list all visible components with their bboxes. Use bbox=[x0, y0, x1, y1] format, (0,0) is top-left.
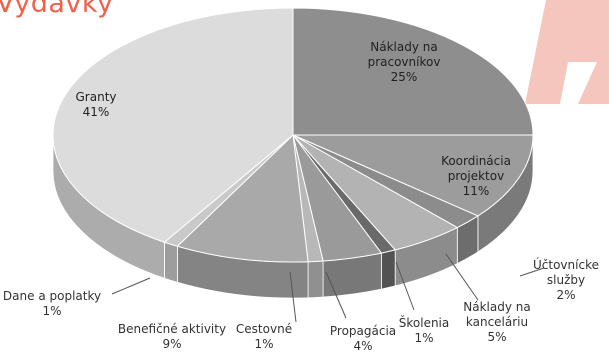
pie-side-8 bbox=[164, 241, 178, 283]
data-label-8: Dane a poplatky 1% bbox=[3, 289, 101, 319]
pie-slice-9 bbox=[52, 7, 294, 243]
data-label-9: Granty 41% bbox=[76, 90, 117, 120]
data-label-value-6: 1% bbox=[254, 337, 274, 351]
pie-sides bbox=[52, 134, 534, 299]
pie-side-6 bbox=[307, 260, 324, 299]
data-label-name-2: Účtovnícke služby bbox=[533, 258, 599, 287]
data-label-value-1: 11% bbox=[462, 184, 490, 198]
data-label-5: Propagácia 4% bbox=[330, 324, 396, 354]
leader-line-5 bbox=[325, 271, 347, 319]
data-label-value-4: 1% bbox=[414, 331, 434, 345]
data-label-value-3: 5% bbox=[487, 330, 507, 344]
leader-line-8 bbox=[111, 277, 151, 295]
leader-line-4 bbox=[395, 261, 415, 311]
data-label-value-7: 9% bbox=[162, 337, 182, 351]
data-label-name-7: Benefičné aktivity bbox=[117, 322, 227, 336]
data-label-6: Cestovné 1% bbox=[236, 322, 292, 352]
pie-tops bbox=[52, 7, 534, 263]
data-label-7: Benefičné aktivity 9% bbox=[118, 322, 226, 352]
data-label-value-9: 41% bbox=[82, 105, 110, 119]
leader-line-3 bbox=[445, 253, 479, 301]
data-label-2: Účtovnícke služby 2% bbox=[533, 258, 599, 303]
watermark-logo bbox=[525, 0, 609, 104]
data-label-name-6: Cestovné bbox=[235, 322, 293, 336]
pie-slice-1 bbox=[292, 134, 534, 217]
data-label-value-5: 4% bbox=[353, 339, 373, 353]
data-label-name-8: Dane a poplatky bbox=[2, 289, 102, 303]
pie-slice-7 bbox=[176, 133, 309, 263]
leader-lines bbox=[111, 253, 545, 323]
data-label-3: Náklady na kanceláriu 5% bbox=[463, 300, 530, 345]
leader-line-6 bbox=[289, 271, 297, 323]
data-label-name-5: Propagácia bbox=[329, 324, 397, 338]
data-label-1: Koordinácia projektov 11% bbox=[441, 154, 511, 199]
page-title: Výdavky bbox=[0, 0, 114, 19]
data-label-name-4: Školenia bbox=[398, 316, 450, 330]
data-label-name-3: Náklady na kanceláriu bbox=[463, 300, 531, 329]
data-label-4: Školenia 1% bbox=[399, 316, 450, 346]
data-label-value-2: 2% bbox=[556, 288, 576, 302]
data-label-name-0: Náklady na pracovníkov bbox=[367, 40, 441, 69]
watermark-stroke bbox=[525, 0, 609, 104]
data-label-value-8: 1% bbox=[42, 304, 62, 318]
data-label-0: Náklady na pracovníkov 25% bbox=[368, 40, 441, 85]
data-label-name-9: Granty bbox=[75, 90, 117, 104]
pie-side-4 bbox=[380, 249, 396, 290]
data-label-name-1: Koordinácia projektov bbox=[441, 154, 511, 183]
leader-line-2 bbox=[519, 267, 545, 277]
pie-slice-0 bbox=[292, 7, 534, 136]
data-label-value-0: 25% bbox=[390, 70, 418, 84]
